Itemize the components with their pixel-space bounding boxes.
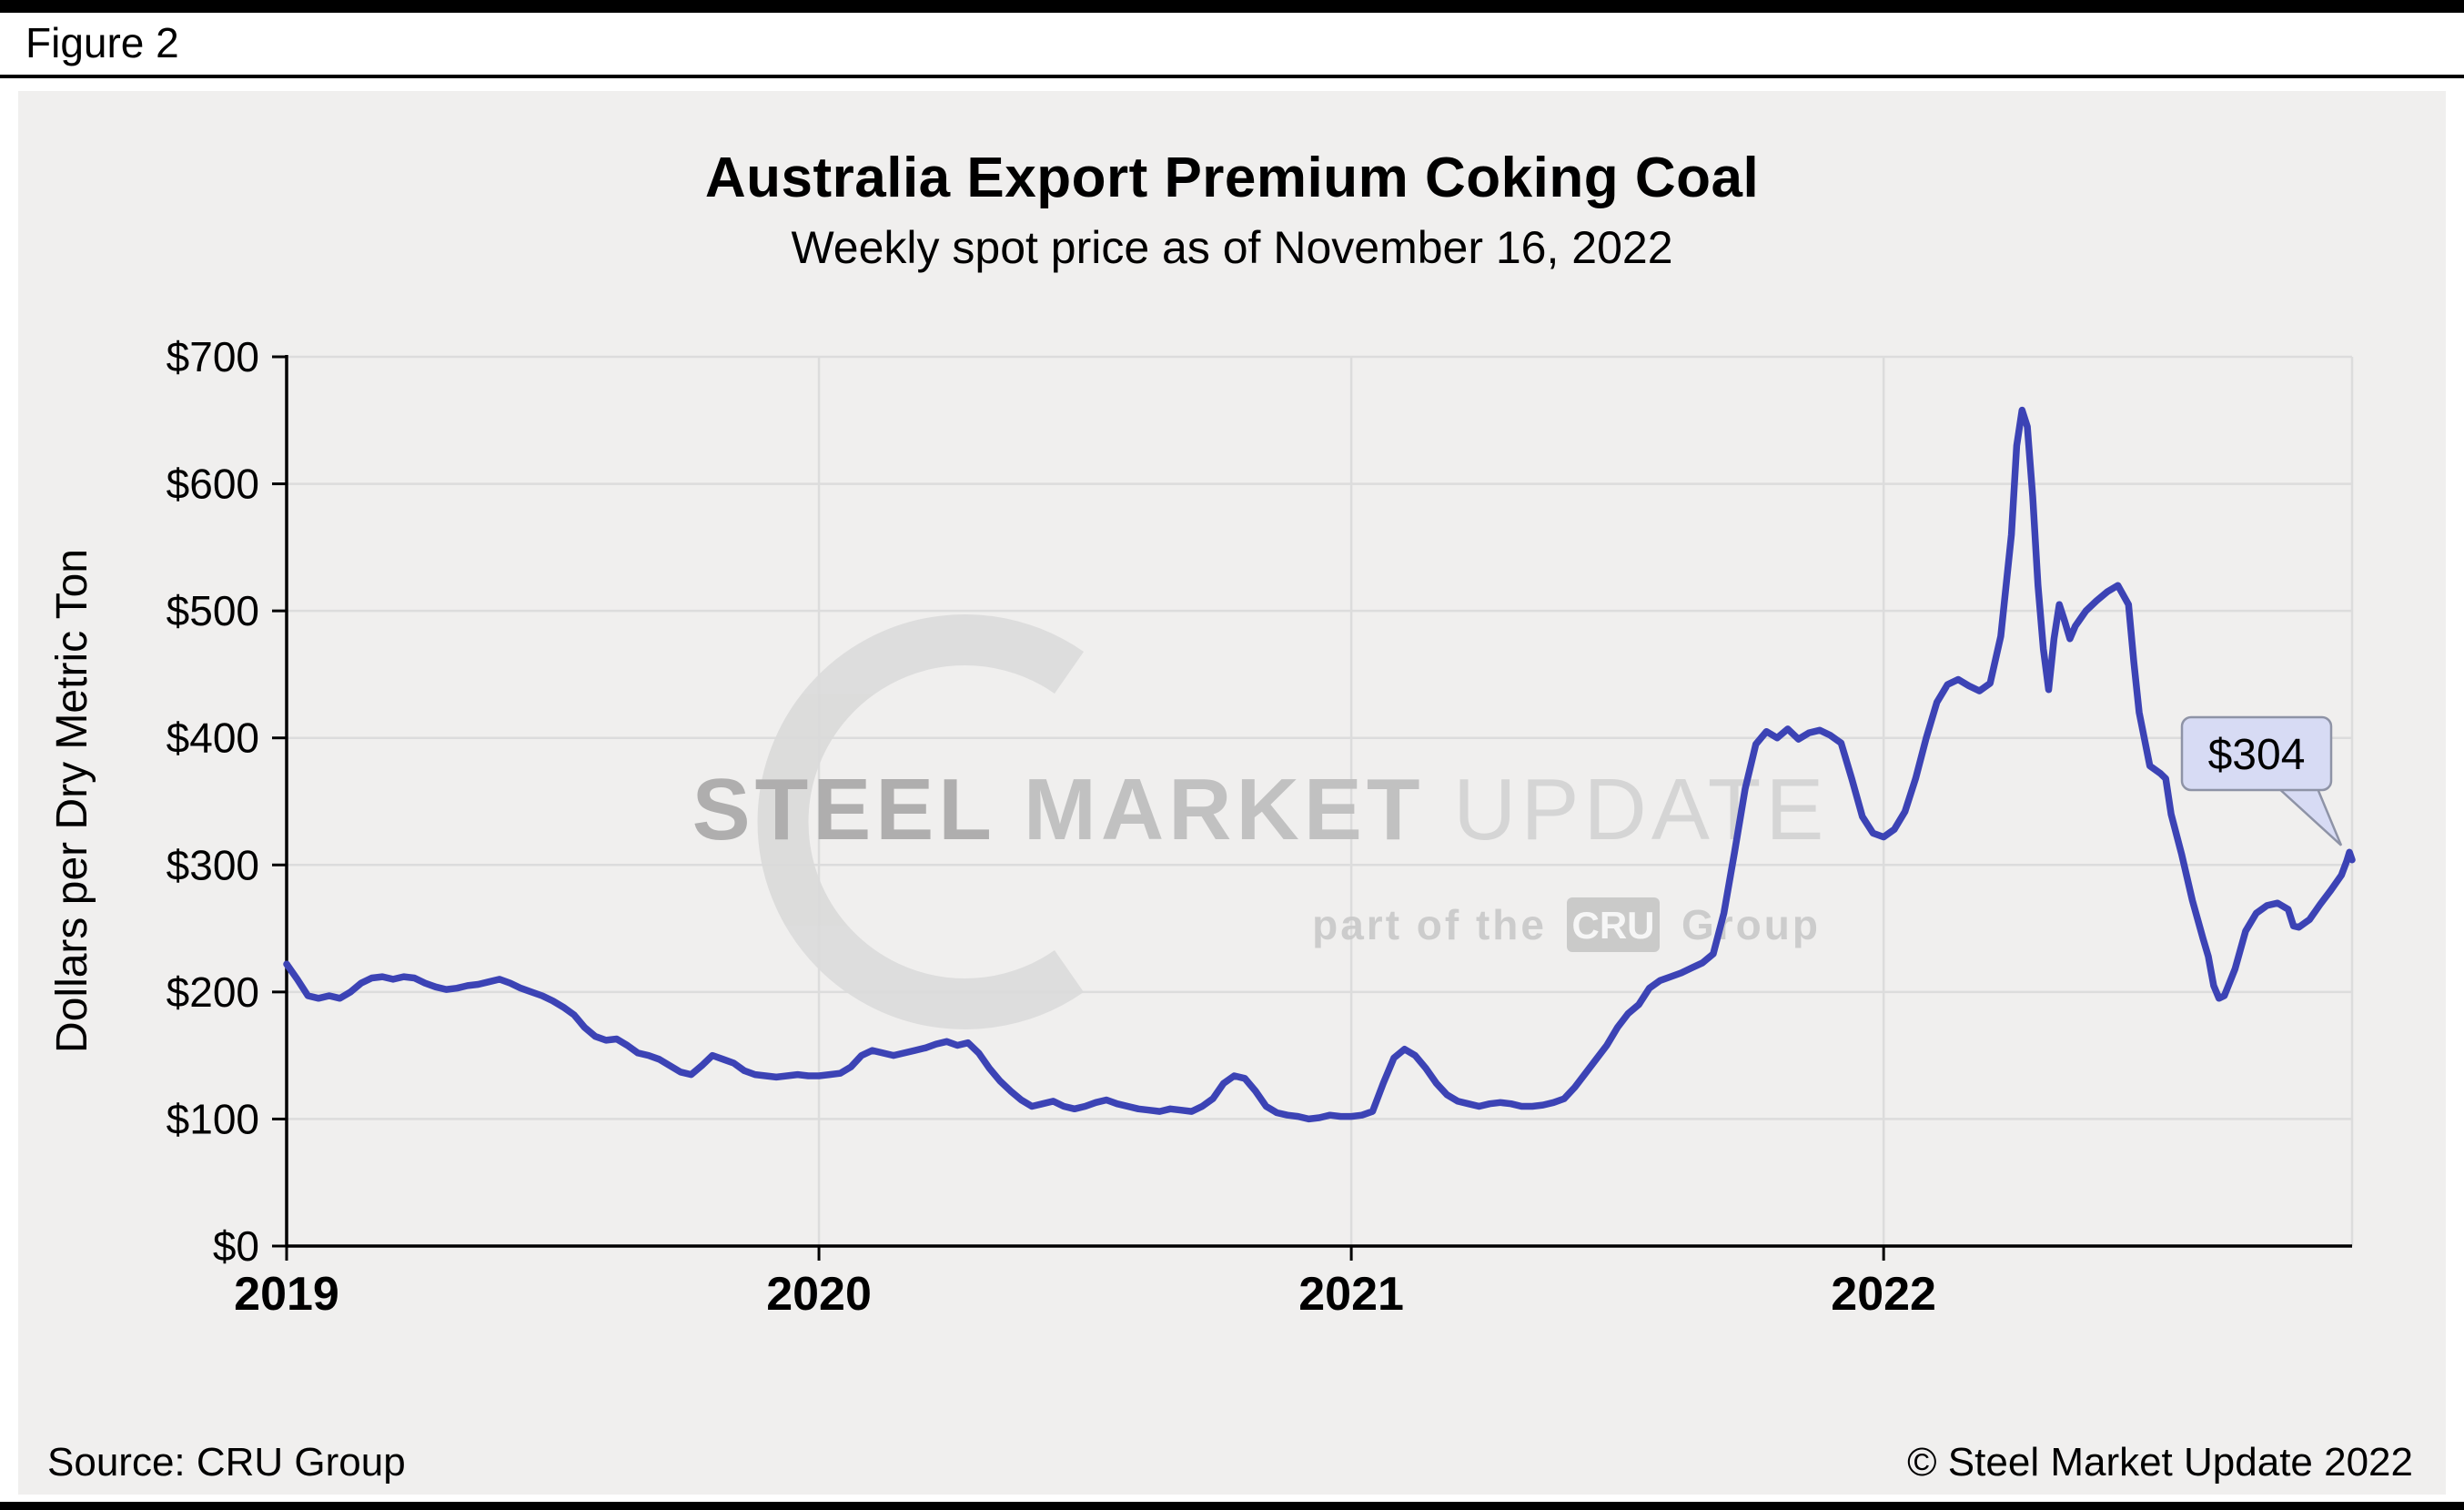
- header-rule: [0, 75, 2464, 78]
- bottom-black-bar: [0, 1502, 2464, 1510]
- copyright-note: © Steel Market Update 2022: [1907, 1440, 2413, 1485]
- chart-subtitle: Weekly spot price as of November 16, 202…: [791, 222, 1673, 273]
- chart-panel: [18, 91, 2446, 1495]
- top-black-bar: [0, 0, 2464, 13]
- chart-title: Australia Export Premium Coking Coal: [704, 147, 1760, 209]
- figure-label: Figure 2: [25, 19, 179, 66]
- source-note: Source: CRU Group: [47, 1440, 406, 1485]
